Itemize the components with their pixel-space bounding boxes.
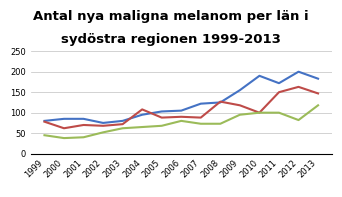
Östergötland: [316, 77, 320, 80]
Jönköping: [316, 92, 320, 95]
Kalmar: [101, 131, 105, 134]
Kalmar: [81, 136, 86, 138]
Jönköping: [258, 112, 262, 114]
Jönköping: [297, 86, 301, 88]
Östergötland: [277, 82, 281, 84]
Kalmar: [277, 112, 281, 114]
Kalmar: [121, 127, 125, 129]
Text: sydöstra regionen 1999-2013: sydöstra regionen 1999-2013: [61, 33, 281, 46]
Östergötland: [258, 75, 262, 77]
Line: Östergötland: Östergötland: [44, 72, 318, 123]
Östergötland: [218, 101, 222, 104]
Östergötland: [297, 71, 301, 73]
Östergötland: [121, 120, 125, 122]
Östergötland: [140, 113, 144, 116]
Jönköping: [81, 124, 86, 126]
Text: Antal nya maligna melanom per län i: Antal nya maligna melanom per län i: [33, 10, 309, 23]
Jönköping: [42, 121, 47, 123]
Östergötland: [179, 110, 183, 112]
Kalmar: [160, 125, 164, 127]
Jönköping: [140, 108, 144, 111]
Jönköping: [121, 123, 125, 125]
Kalmar: [42, 134, 47, 136]
Kalmar: [238, 113, 242, 116]
Jönköping: [218, 100, 222, 103]
Östergötland: [81, 118, 86, 120]
Östergötland: [62, 118, 66, 120]
Line: Kalmar: Kalmar: [44, 105, 318, 138]
Jönköping: [62, 127, 66, 129]
Kalmar: [316, 104, 320, 107]
Kalmar: [62, 137, 66, 139]
Jönköping: [238, 104, 242, 107]
Jönköping: [101, 125, 105, 127]
Östergötland: [101, 122, 105, 124]
Jönköping: [160, 116, 164, 119]
Östergötland: [42, 120, 47, 122]
Östergötland: [160, 110, 164, 113]
Jönköping: [277, 91, 281, 93]
Kalmar: [199, 123, 203, 125]
Kalmar: [258, 112, 262, 114]
Jönköping: [199, 116, 203, 119]
Östergötland: [238, 89, 242, 91]
Kalmar: [218, 123, 222, 125]
Line: Jönköping: Jönköping: [44, 87, 318, 128]
Kalmar: [297, 119, 301, 121]
Östergötland: [199, 102, 203, 105]
Jönköping: [179, 116, 183, 118]
Kalmar: [179, 120, 183, 122]
Kalmar: [140, 126, 144, 128]
